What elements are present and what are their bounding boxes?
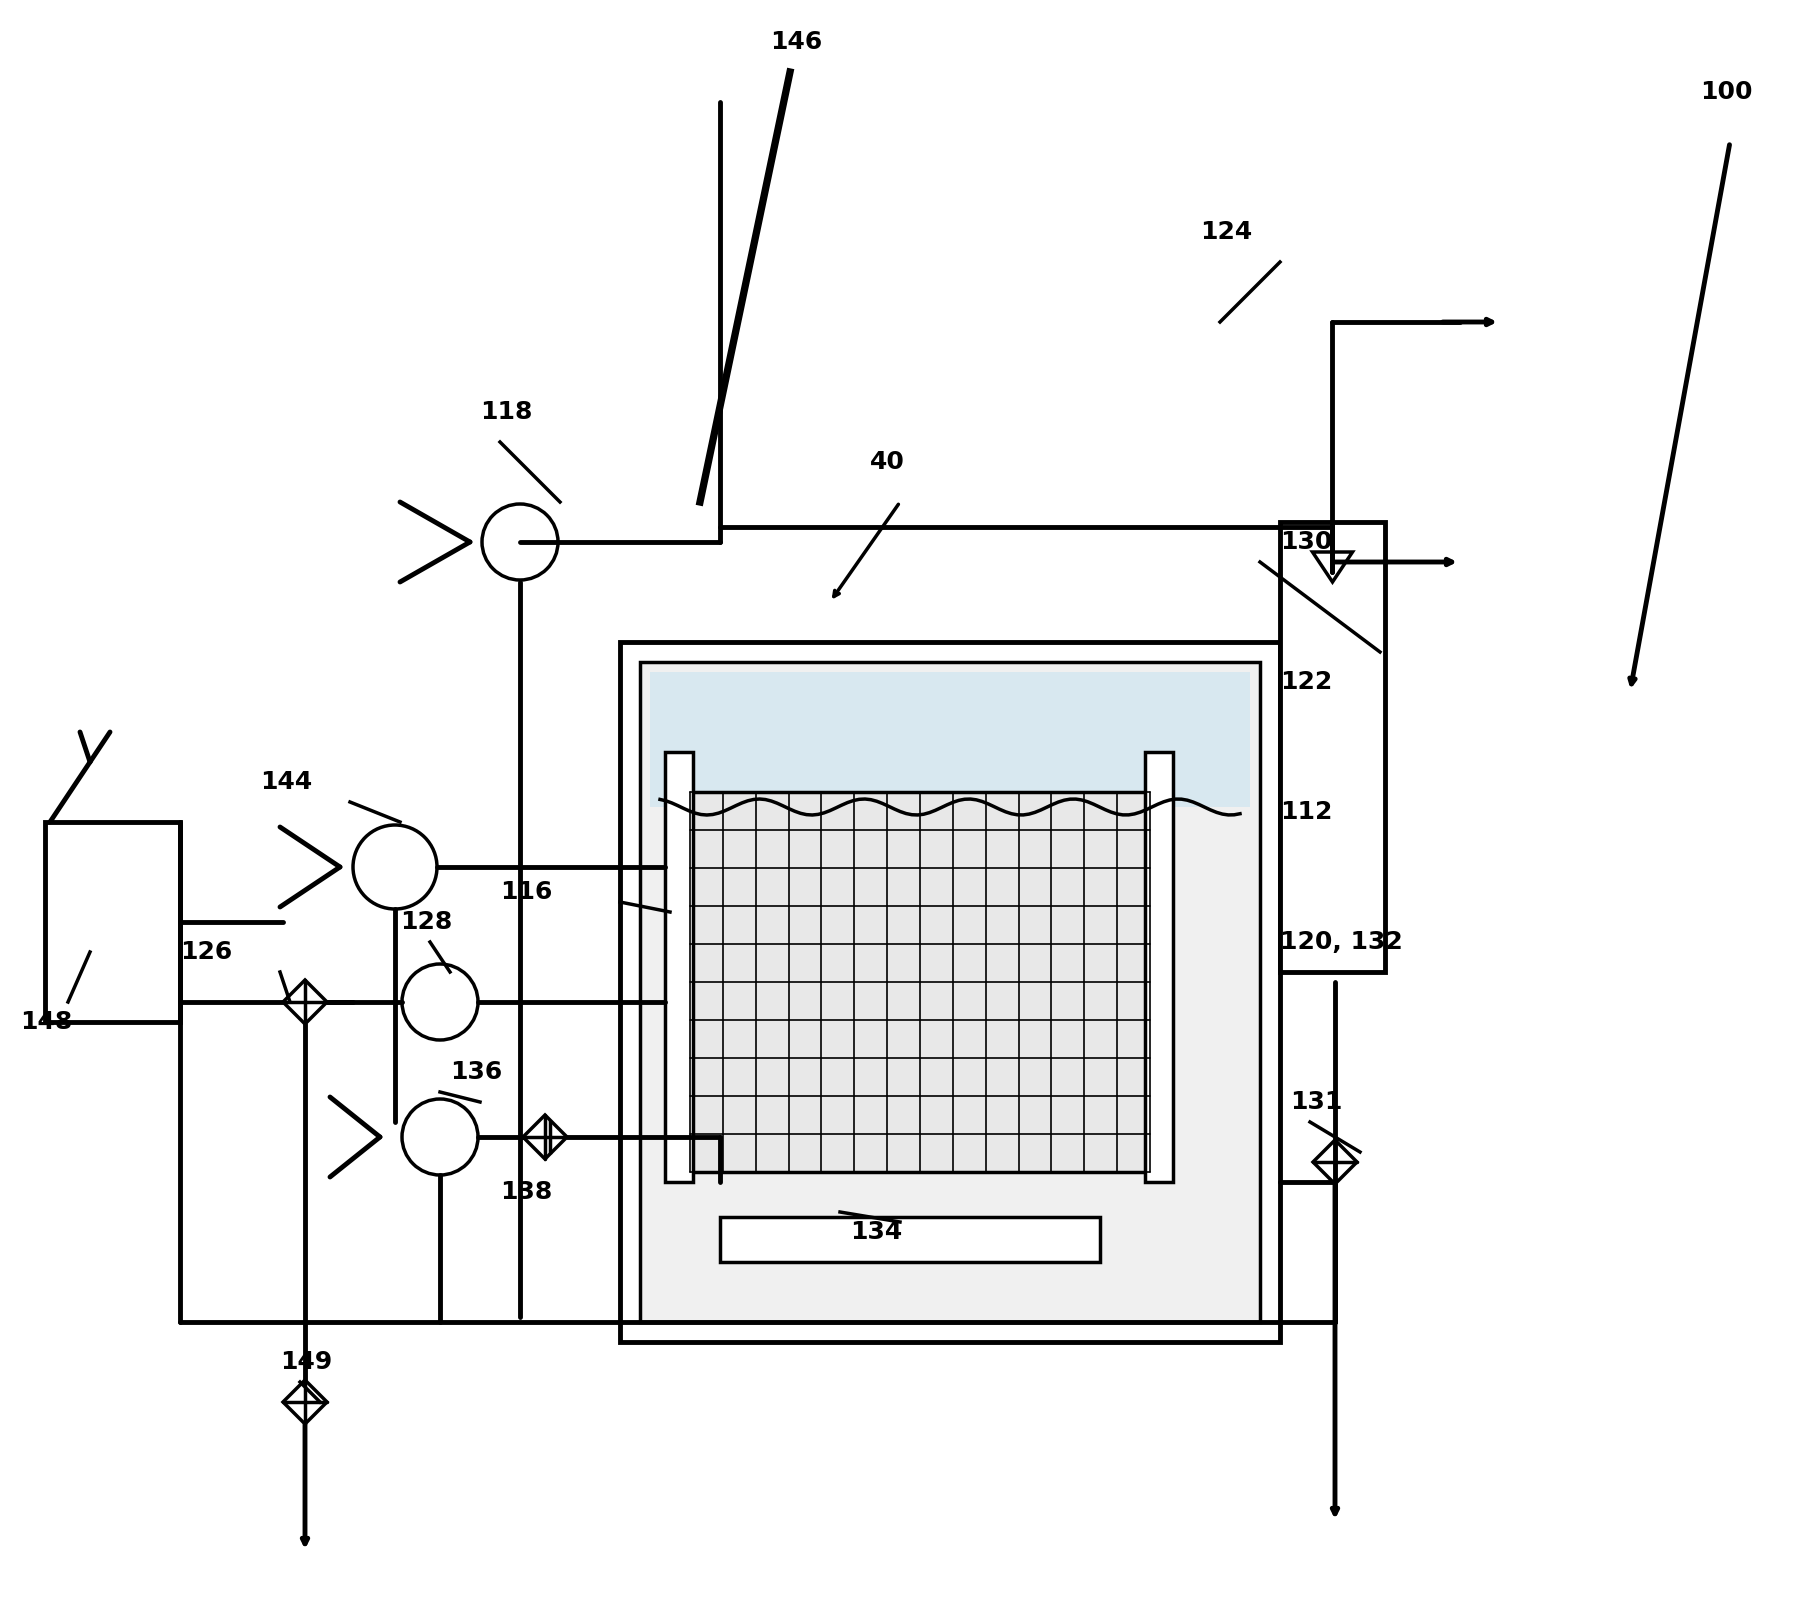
Text: 112: 112 bbox=[1281, 800, 1332, 824]
Text: 130: 130 bbox=[1281, 530, 1332, 555]
Bar bbox=[640, 662, 1261, 1322]
Text: 131: 131 bbox=[1290, 1090, 1342, 1114]
Text: 116: 116 bbox=[500, 881, 553, 903]
Polygon shape bbox=[284, 1380, 327, 1424]
Circle shape bbox=[402, 963, 478, 1040]
Bar bbox=[689, 792, 1150, 1173]
Text: 118: 118 bbox=[480, 401, 533, 423]
Circle shape bbox=[353, 826, 437, 908]
Text: 144: 144 bbox=[260, 770, 313, 795]
Text: 100: 100 bbox=[1701, 79, 1752, 104]
Circle shape bbox=[402, 1100, 478, 1174]
Polygon shape bbox=[1313, 1140, 1357, 1184]
Bar bbox=[649, 672, 1250, 808]
Text: 149: 149 bbox=[280, 1350, 333, 1374]
Text: 134: 134 bbox=[849, 1220, 902, 1244]
Polygon shape bbox=[284, 980, 327, 1023]
Text: 122: 122 bbox=[1281, 670, 1332, 694]
Bar bbox=[720, 1216, 1100, 1262]
Circle shape bbox=[482, 504, 558, 581]
Bar bbox=[1144, 753, 1173, 1182]
Text: 124: 124 bbox=[1201, 221, 1251, 243]
Text: 128: 128 bbox=[400, 910, 453, 934]
Text: 40: 40 bbox=[869, 449, 904, 474]
Bar bbox=[1281, 522, 1384, 972]
Text: 120, 132: 120, 132 bbox=[1281, 929, 1402, 954]
Text: 136: 136 bbox=[449, 1061, 502, 1083]
Text: 138: 138 bbox=[500, 1179, 553, 1204]
Text: 126: 126 bbox=[180, 941, 233, 963]
Bar bbox=[620, 642, 1281, 1341]
Polygon shape bbox=[1313, 551, 1353, 582]
Text: 148: 148 bbox=[20, 1011, 73, 1033]
Text: 146: 146 bbox=[769, 29, 822, 54]
Bar bbox=[45, 822, 180, 1022]
Polygon shape bbox=[524, 1114, 568, 1160]
Bar bbox=[666, 753, 693, 1182]
